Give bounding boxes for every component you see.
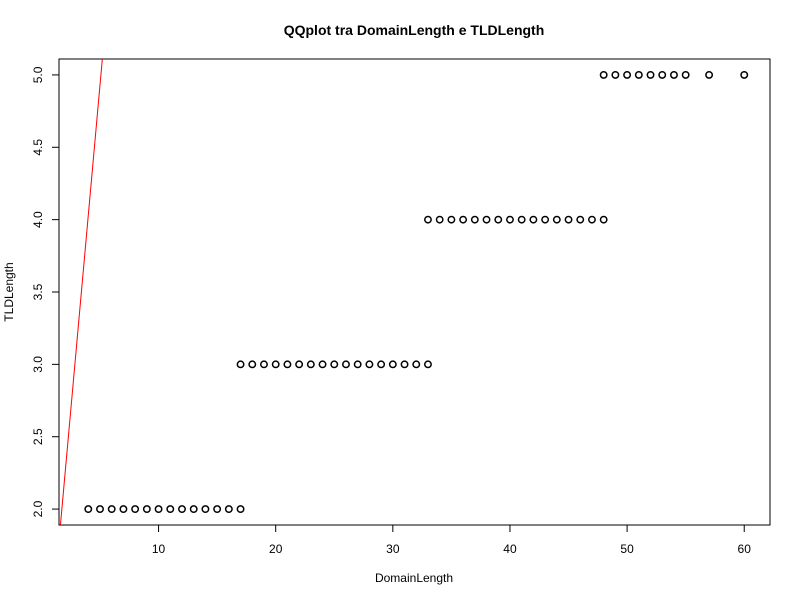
data-point [96,505,104,514]
data-point [681,70,690,79]
data-point [201,505,210,514]
data-point [330,360,339,369]
x-tick-label: 20 [269,542,283,556]
reference-line [59,59,103,525]
y-tick-label: 4.5 [31,139,45,156]
y-tick-label: 3.0 [31,356,45,373]
data-point [377,360,386,369]
data-point [658,70,667,79]
data-point [107,505,116,514]
data-point [248,360,257,369]
data-point [142,505,151,514]
data-point [342,360,350,369]
x-tick-label: 50 [620,542,634,556]
data-point [611,70,620,79]
data-point [224,505,233,514]
data-point [236,360,245,369]
data-point [213,505,222,514]
data-point [283,360,292,369]
data-point [552,215,561,224]
x-tick-label: 30 [386,542,400,556]
data-point [529,215,538,224]
x-axis-label: DomainLength [375,571,453,585]
data-point [459,215,468,224]
data-point [365,360,374,369]
x-tick-label: 60 [738,542,752,556]
x-axis: 10 20 30 40 50 60 [152,524,752,556]
data-point [166,505,175,514]
data-point [482,215,491,224]
data-point [189,505,198,514]
y-tick-label: 5.0 [31,66,45,83]
data-point [412,360,421,369]
data-point [353,360,362,369]
data-point [599,70,608,79]
y-tick-label: 4.0 [31,211,45,228]
data-point [599,215,608,224]
data-point [506,215,514,224]
x-tick-label: 10 [152,542,166,556]
data-point [154,505,163,514]
data-point [470,215,479,224]
y-tick-label: 3.5 [31,283,45,300]
data-point [388,360,397,369]
data-point [670,70,678,79]
data-point [564,215,573,224]
data-point [178,505,186,514]
data-point [447,215,456,224]
data-point [435,215,444,224]
y-axis: 2.0 2.5 3.0 3.5 4.0 4.5 5.0 [31,66,60,517]
chart-title: QQplot tra DomainLength e TLDLength [284,22,545,38]
data-point [400,360,409,369]
data-point [541,215,550,224]
y-tick-label: 2.0 [31,500,45,517]
data-point [576,215,585,224]
data-point [517,215,526,224]
data-point [271,360,280,369]
data-point [295,360,304,369]
data-point [131,505,140,514]
data-point [494,215,503,224]
points-layer [84,70,749,514]
data-point [424,215,432,224]
data-point [588,215,596,224]
y-tick-label: 2.5 [31,428,45,445]
data-point [646,70,655,79]
data-point [119,505,128,514]
data-point [705,70,714,79]
data-point [623,70,632,79]
data-point [634,70,643,79]
plot-frame [58,58,771,526]
data-point [318,360,327,369]
y-axis-label: TLDLength [2,262,16,321]
data-point [236,505,245,514]
data-point [84,505,93,514]
data-point [424,360,432,369]
data-point [740,70,749,79]
reference-line-layer [59,59,103,525]
x-tick-label: 40 [503,542,517,556]
data-point [306,360,315,369]
data-point [260,360,268,369]
